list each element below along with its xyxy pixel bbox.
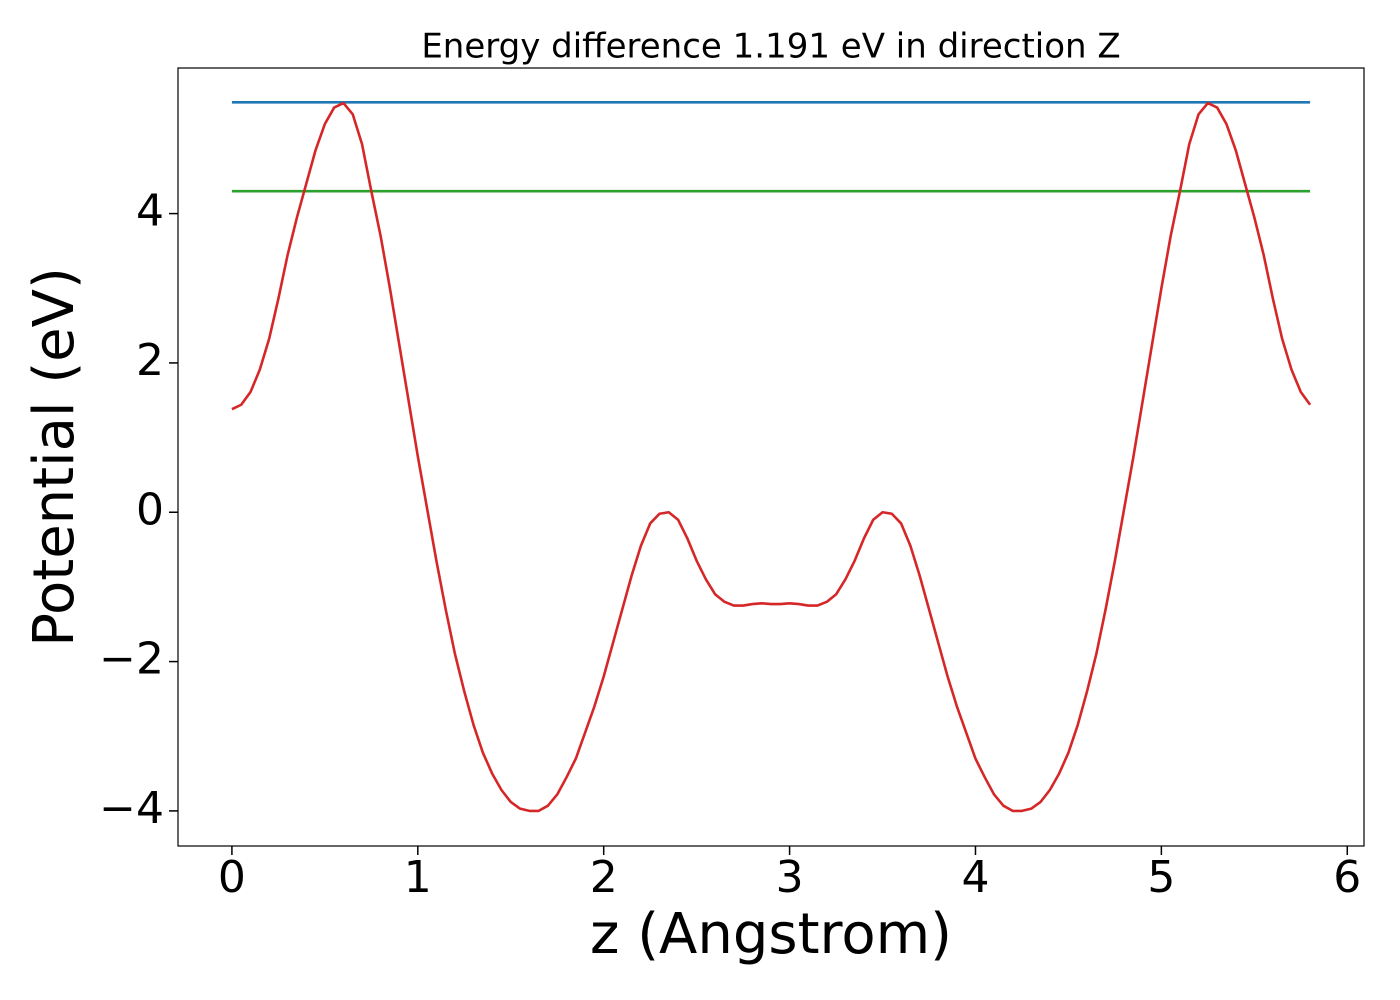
x-tick-label: 4 <box>961 852 989 903</box>
x-tick-label: 1 <box>404 852 432 903</box>
y-tick-label: 0 <box>136 484 164 535</box>
y-tick-label: −2 <box>99 634 164 685</box>
x-tick-label: 6 <box>1333 852 1361 903</box>
x-tick-label: 2 <box>590 852 618 903</box>
x-tick-label: 3 <box>776 852 804 903</box>
y-tick-label: 4 <box>136 186 164 237</box>
line-series <box>231 101 1312 813</box>
y-tick-label: 2 <box>136 335 164 386</box>
y-axis-label: Potential (eV) <box>22 267 87 647</box>
y-tick-label: −4 <box>99 783 164 834</box>
chart-title: Energy difference 1.191 eV in direction … <box>421 27 1120 67</box>
x-tick-label: 0 <box>218 852 246 903</box>
x-tick-label: 5 <box>1147 852 1175 903</box>
x-axis-label: z (Angstrom) <box>590 902 952 967</box>
plot-frame <box>177 67 1365 847</box>
